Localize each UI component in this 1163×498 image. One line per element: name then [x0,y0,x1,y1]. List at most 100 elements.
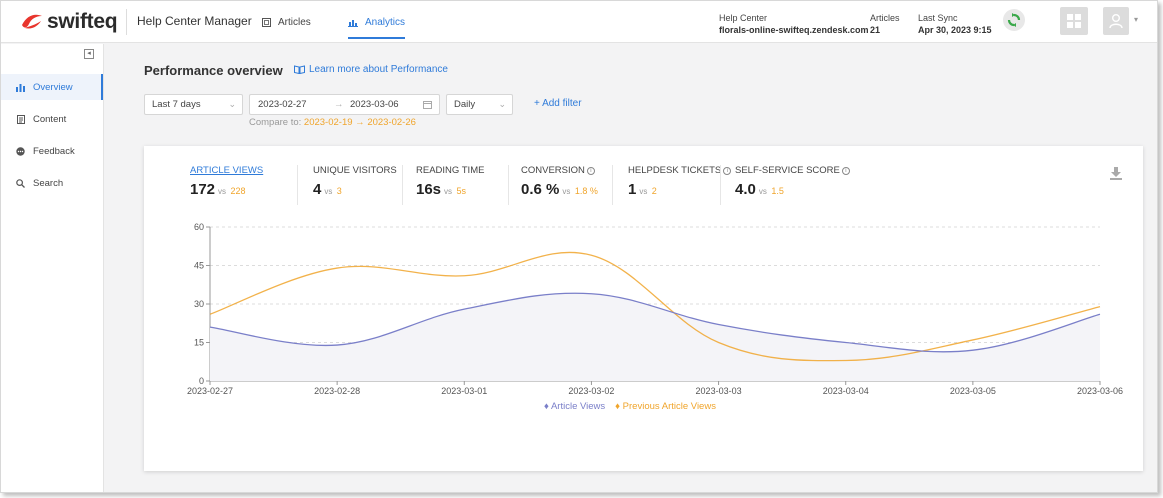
kpi-vs: vs [444,187,453,196]
period-select[interactable]: Last 7 days ⌄ [144,94,243,115]
date-range-picker[interactable]: 2023-02-27 → 2023-03-06 [249,94,440,115]
date-arrow: → [334,99,344,110]
calendar-icon [423,101,432,109]
top-bar: swifteq Help Center Manager Articles Ana… [1,1,1157,43]
legend-label: Article Views [550,401,606,412]
help-center-value: florals-online-swifteq.zendesk.com [719,25,869,35]
period-value: Last 7 days [152,99,201,110]
x-tick-label: 2023-02-27 [187,386,233,396]
add-filter-button[interactable]: + Add filter [534,98,582,109]
kpi-previous: 3 [336,186,342,196]
y-tick-label: 15 [194,338,204,348]
last-sync-label: Last Sync [918,13,958,23]
kpi-value: 16s [416,181,442,198]
logo[interactable]: swifteq [21,10,118,34]
learn-more-link[interactable]: Learn more about Performance [294,64,448,75]
compare-from[interactable]: 2023-02-19 [303,117,353,128]
series-line-previous-article-views [209,251,1101,362]
help-center-info: Help Center florals-online-swifteq.zende… [719,12,869,36]
info-icon[interactable]: i [586,167,595,175]
kpi-helpdesk-tickets[interactable]: HELPDESK TICKETS i 1 vs 2 [628,165,732,199]
date-from: 2023-02-27 [258,99,307,110]
compare-to[interactable]: 2023-02-26 [367,117,416,128]
app-title: Help Center Manager [137,14,252,28]
kpi-value: 0.6 % [521,181,560,198]
kpi-value: 1 [628,181,637,198]
kpi-label[interactable]: ARTICLE VIEWS [190,165,264,176]
article-icon [262,18,271,27]
compare-period: Compare to: 2023-02-19 → 2023-02-26 [249,117,416,128]
kpi-article-views[interactable]: ARTICLE VIEWS 172 vs 228 [190,165,263,199]
y-tick-label: 0 [199,376,204,386]
user-avatar[interactable] [1103,7,1129,35]
chevron-down-icon: ⌄ [228,99,236,109]
search-icon [16,178,25,188]
info-icon[interactable]: i [841,167,850,175]
sidebar-item-feedback[interactable]: Feedback [1,138,103,164]
granularity-value: Daily [454,99,476,110]
line-chart: 0 15 30 45 60 2023-02-27 2023-02-28 2023-03-01 2… [187,222,1123,396]
kpi-divider [720,165,721,205]
last-sync-value: Apr 30, 2023 9:15 [918,25,992,35]
info-icon[interactable]: i [723,167,732,175]
x-tick-label: 2023-03-04 [823,386,869,396]
download-icon[interactable] [1109,166,1123,180]
kpi-reading-time[interactable]: READING TIME 16s vs 5s [416,165,484,199]
kpi-vs: vs [758,187,767,196]
compare-prefix: Compare to: [249,117,302,128]
kpi-previous: 2 [651,186,657,196]
x-tick-label: 2023-02-28 [314,386,360,396]
kpi-label: READING TIME [416,165,485,176]
sidebar-item-search[interactable]: Search [1,170,103,196]
page-title: Performance overview [144,63,283,78]
granularity-select[interactable]: Daily ⌄ [446,94,513,115]
legend-label: Previous Article Views [622,401,716,412]
collapse-sidebar-icon[interactable]: ◂ [84,49,94,59]
refresh-icon [1007,13,1021,27]
sidebar-item-overview[interactable]: Overview [1,74,103,100]
chevron-down-icon[interactable]: ▾ [1134,15,1139,24]
kpi-label: UNIQUE VISITORS [313,165,397,176]
logo-icon [22,14,42,29]
grid-icon [1067,14,1081,28]
sidebar-item-label: Search [33,177,64,189]
date-to: 2023-03-06 [350,99,399,110]
legend-item-previous[interactable]: ♦ Previous Article Views [615,401,716,412]
kpi-previous: 1.8 % [574,186,598,196]
x-tick-label: 2023-03-02 [568,386,614,396]
chat-icon [16,146,25,156]
book-icon [294,65,305,74]
kpi-unique-visitors[interactable]: UNIQUE VISITORS 4 vs 3 [313,165,397,199]
kpi-label: SELF-SERVICE SCORE [735,165,840,176]
articles-label: Articles [870,13,900,23]
kpi-vs: vs [218,187,227,196]
help-center-label: Help Center [719,13,768,23]
x-tick-label: 2023-03-03 [696,386,742,396]
learn-more-label: Learn more about Performance [309,64,448,75]
y-tick-label: 45 [194,261,204,271]
x-tick-label: 2023-03-06 [1077,386,1123,396]
document-icon [16,114,25,124]
y-tick-label: 60 [194,222,204,232]
kpi-value: 172 [190,181,216,198]
last-sync: Last Sync Apr 30, 2023 9:15 [918,12,992,36]
kpi-previous: 228 [230,186,246,196]
legend-item-current[interactable]: ♦ Article Views [544,401,606,412]
tab-articles[interactable]: Articles [262,17,311,28]
apps-button[interactable] [1060,7,1088,35]
kpi-divider [297,165,298,205]
kpi-divider [612,165,613,205]
tab-analytics[interactable]: Analytics [348,17,406,39]
bar-chart-icon [348,20,358,27]
kpi-label: CONVERSION [521,165,585,176]
logo-text: swifteq [47,10,118,33]
header-divider [126,9,127,35]
kpi-vs: vs [324,187,333,196]
sidebar-item-content[interactable]: Content [1,106,103,132]
kpi-self-service-score[interactable]: SELF-SERVICE SCORE i 4.0 vs 1.5 [735,165,850,199]
kpi-conversion[interactable]: CONVERSION i 0.6 % vs 1.8 % [521,165,598,199]
kpi-previous: 5s [456,186,466,196]
tab-analytics-label: Analytics [365,17,406,28]
sync-button[interactable] [1003,9,1025,31]
